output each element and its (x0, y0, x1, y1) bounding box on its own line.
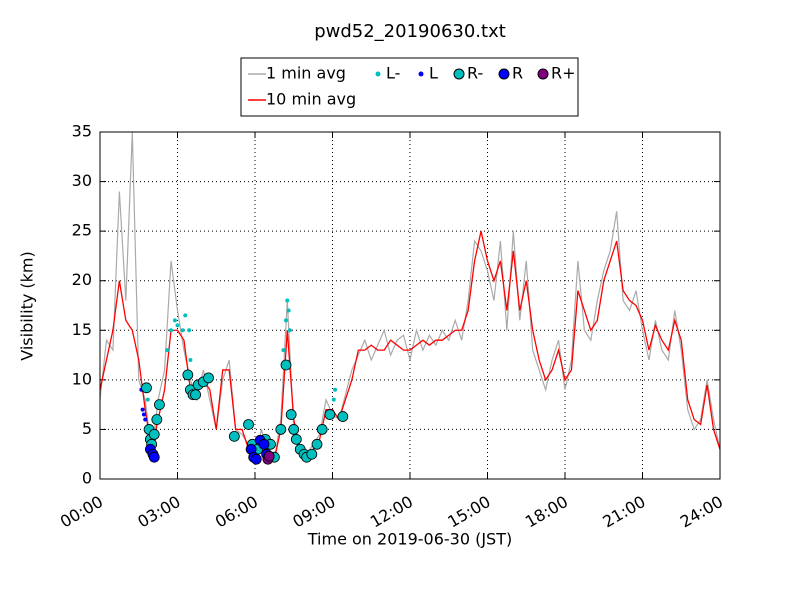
plot-frame (99, 131, 721, 480)
point (169, 328, 174, 333)
point (228, 430, 240, 442)
point (263, 450, 275, 462)
legend-label: L (429, 64, 438, 83)
y-tick-label: 30 (72, 171, 92, 190)
legend-label: 10 min avg (266, 90, 356, 109)
y-tick-label: 5 (82, 419, 92, 438)
point (143, 417, 148, 422)
point (148, 428, 160, 440)
point (188, 358, 193, 363)
legend-label: L- (386, 64, 400, 83)
point (286, 308, 291, 313)
point (306, 448, 318, 460)
y-tick-label: 35 (72, 122, 92, 141)
legend-swatch (498, 68, 510, 80)
point (285, 409, 297, 420)
chart-title: pwd52_20190630.txt (314, 21, 506, 42)
legend-swatch (537, 68, 549, 80)
point (175, 323, 180, 328)
series-line (99, 131, 721, 462)
point (154, 399, 165, 411)
point (275, 424, 287, 435)
y-tick-label: 10 (72, 369, 92, 388)
point (140, 407, 145, 412)
point (183, 313, 188, 318)
legend-swatch (418, 71, 424, 77)
point (151, 414, 163, 425)
point (337, 411, 349, 422)
y-tick-label: 0 (82, 469, 92, 488)
point (250, 453, 262, 465)
point (165, 348, 170, 353)
point (331, 397, 336, 402)
legend-swatch (375, 71, 381, 77)
point (290, 433, 302, 445)
point (141, 382, 152, 394)
point (190, 389, 201, 401)
point (148, 451, 160, 463)
point (287, 328, 292, 333)
x-axis-label: Time on 2019-06-30 (JST) (307, 530, 512, 549)
legend-box (240, 57, 579, 117)
y-axis-label: Visibility (km) (18, 251, 37, 360)
point (243, 419, 254, 430)
point (180, 328, 185, 333)
legend-label: R- (467, 64, 483, 83)
y-tick-label: 25 (72, 221, 92, 240)
legend-swatch (453, 68, 465, 80)
point (281, 348, 286, 353)
point (258, 438, 270, 450)
point (285, 298, 290, 303)
point (145, 397, 150, 402)
point (324, 409, 336, 420)
y-tick-label: 15 (72, 320, 92, 339)
point (203, 372, 214, 384)
point (284, 318, 288, 323)
point (288, 424, 300, 435)
point (141, 412, 146, 417)
point (333, 387, 338, 392)
point (311, 438, 323, 450)
legend-label: R (512, 64, 523, 83)
legend-label: 1 min avg (266, 64, 346, 83)
point (316, 424, 328, 435)
legend-label: R+ (551, 64, 576, 83)
point (182, 369, 194, 381)
point (172, 318, 177, 323)
point (187, 328, 192, 333)
point (280, 359, 292, 371)
y-tick-label: 20 (72, 270, 92, 289)
